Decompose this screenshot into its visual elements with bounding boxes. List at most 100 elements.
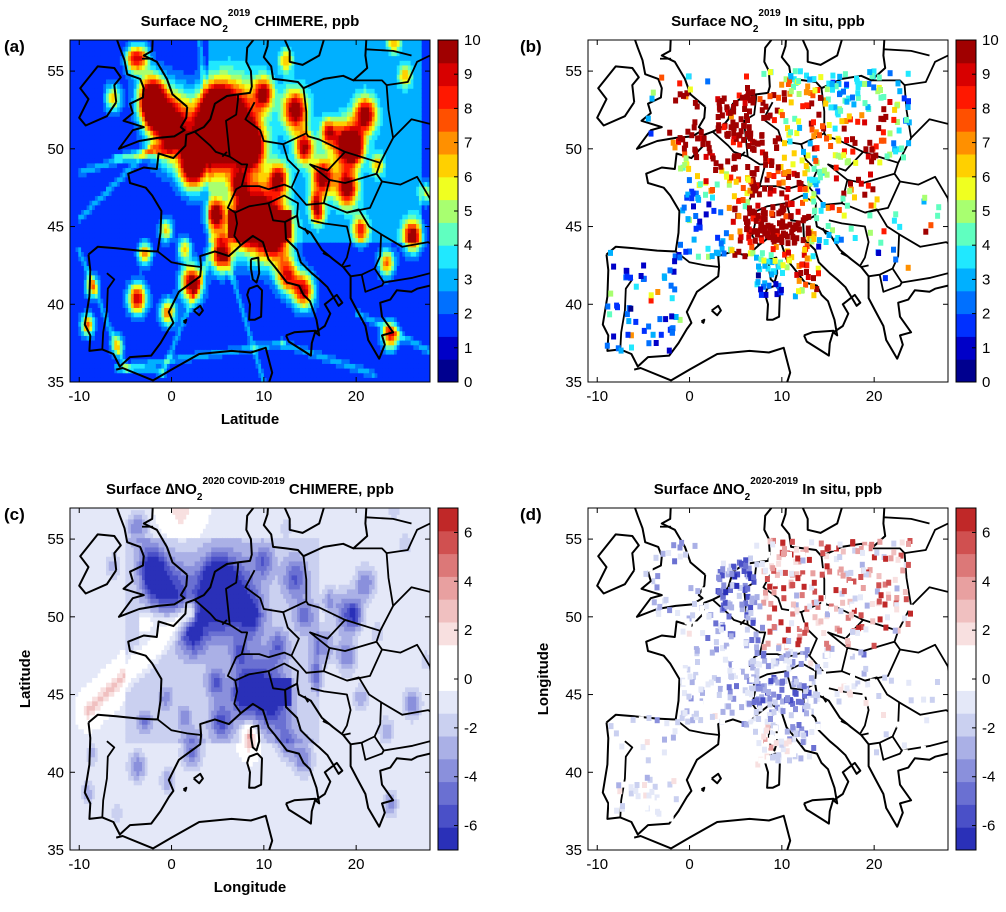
heatmap-cell xyxy=(233,41,237,47)
heatmap-cell xyxy=(144,349,149,355)
heatmap-cell xyxy=(150,181,154,187)
heatmap-cell xyxy=(183,223,187,229)
heatmap-cell xyxy=(158,302,162,308)
heatmap-cell xyxy=(180,41,185,47)
heatmap-cell xyxy=(133,92,138,99)
heatmap-cell xyxy=(252,111,257,117)
heatmap-cell xyxy=(227,251,232,257)
heatmap-cell xyxy=(180,172,185,178)
heatmap-cell xyxy=(230,144,234,150)
heatmap-cell xyxy=(216,172,221,178)
heatmap-cell xyxy=(219,279,223,285)
heatmap-cell xyxy=(189,232,193,239)
heatmap-cell xyxy=(128,372,132,378)
heatmap-cell xyxy=(136,186,140,192)
heatmap-cell xyxy=(106,167,110,173)
heatmap-cell xyxy=(130,218,135,225)
heatmap-cell xyxy=(161,40,165,43)
heatmap-cell xyxy=(166,181,171,187)
heatmap-cell xyxy=(136,298,140,304)
heatmap-cell xyxy=(161,41,165,47)
heatmap-cell xyxy=(125,102,129,108)
heatmap-cell xyxy=(119,60,124,66)
heatmap-cell xyxy=(130,340,135,346)
heatmap-cell xyxy=(103,326,107,332)
heatmap-cell xyxy=(233,125,237,131)
heatmap-cell xyxy=(161,162,165,169)
heatmap-cell xyxy=(211,50,215,57)
heatmap-cell xyxy=(172,111,176,117)
heatmap-cell xyxy=(219,321,223,327)
heatmap-cell xyxy=(175,274,179,280)
heatmap-cell xyxy=(250,340,254,346)
heatmap-cell xyxy=(244,372,248,378)
heatmap-cell xyxy=(241,209,246,215)
heatmap-cell xyxy=(214,270,218,276)
heatmap-cell xyxy=(100,186,104,192)
heatmap-cell xyxy=(81,181,85,187)
heatmap-cell xyxy=(161,368,165,374)
heatmap-cell xyxy=(147,335,151,341)
heatmap-cell xyxy=(92,242,96,248)
heatmap-cell xyxy=(191,83,196,89)
heatmap-cell xyxy=(191,377,196,382)
heatmap-cell xyxy=(125,265,129,271)
heatmap-cell xyxy=(200,321,204,327)
heatmap-cell xyxy=(78,321,82,327)
heatmap-cell xyxy=(94,288,99,294)
heatmap-cell xyxy=(97,139,102,145)
heatmap-cell xyxy=(191,55,196,61)
heatmap-cell xyxy=(216,358,221,364)
heatmap-cell xyxy=(108,265,113,271)
heatmap-cell xyxy=(205,92,210,99)
heatmap-cell xyxy=(180,97,185,103)
heatmap-cell xyxy=(233,116,237,122)
heatmap-cell xyxy=(197,46,201,52)
heatmap-cell xyxy=(86,200,90,206)
heatmap-cell xyxy=(183,158,187,164)
heatmap-cell xyxy=(175,74,179,80)
heatmap-cell xyxy=(230,293,234,299)
heatmap-cell xyxy=(139,69,143,75)
heatmap-cell xyxy=(117,270,121,276)
heatmap-cell xyxy=(208,181,212,187)
heatmap-cell xyxy=(97,265,102,271)
heatmap-cell xyxy=(75,330,79,336)
heatmap-cell xyxy=(122,74,126,80)
heatmap-cell xyxy=(164,40,168,43)
heatmap-cell xyxy=(214,181,218,187)
heatmap-cell xyxy=(255,363,259,369)
heatmap-cell xyxy=(183,200,187,206)
heatmap-cell xyxy=(180,106,185,113)
heatmap-cell xyxy=(106,176,110,183)
heatmap-cell xyxy=(83,330,88,336)
heatmap-cell xyxy=(247,354,251,360)
heatmap-cell xyxy=(197,358,201,364)
heatmap-cell xyxy=(139,209,143,215)
heatmap-cell xyxy=(122,41,126,47)
heatmap-cell xyxy=(236,148,240,155)
heatmap-cell xyxy=(111,148,115,155)
heatmap-cell xyxy=(81,349,85,355)
heatmap-cell xyxy=(114,176,118,183)
heatmap-cell xyxy=(166,330,171,336)
heatmap-cell xyxy=(241,251,246,257)
heatmap-cell xyxy=(169,288,174,294)
heatmap-cell xyxy=(153,88,157,94)
heatmap-cell xyxy=(241,330,246,336)
heatmap-cell xyxy=(78,120,82,127)
heatmap-cell xyxy=(136,363,140,369)
heatmap-cell xyxy=(114,284,118,290)
heatmap-cell xyxy=(119,176,124,183)
heatmap-cell xyxy=(202,181,207,187)
heatmap-cell xyxy=(142,204,146,211)
heatmap-cell xyxy=(106,242,110,248)
heatmap-cell xyxy=(230,344,234,350)
heatmap-cell xyxy=(169,116,174,122)
heatmap-cell xyxy=(180,64,185,71)
heatmap-cell xyxy=(183,78,187,85)
heatmap-cell xyxy=(169,363,174,369)
heatmap-cell xyxy=(133,349,138,355)
heatmap-cell xyxy=(219,55,223,61)
